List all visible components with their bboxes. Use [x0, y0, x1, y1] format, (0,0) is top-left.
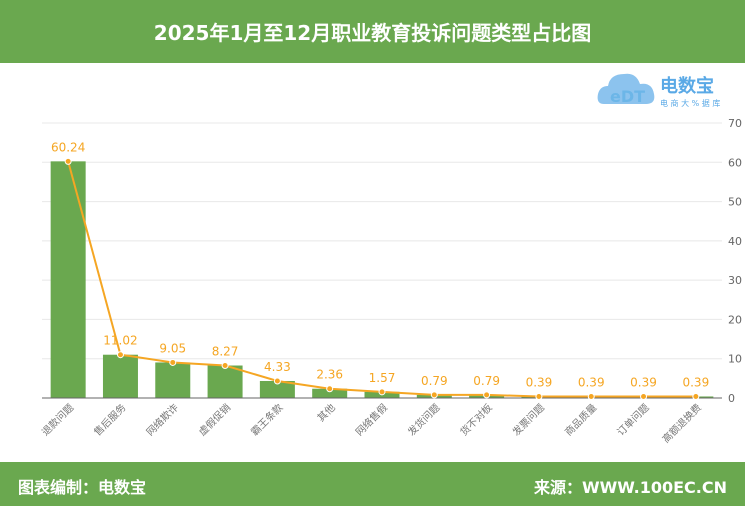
- footer: 图表编制：电数宝 来源：WWW.100EC.CN: [0, 462, 745, 506]
- cloud-logo-icon: eDT 电数宝 电 商 大 % 据 库: [597, 73, 720, 108]
- y-tick-label: 20: [728, 313, 742, 326]
- svg-text:电 商 大 % 据 库: 电 商 大 % 据 库: [660, 98, 720, 108]
- footer-credit: 图表编制：电数宝: [18, 478, 147, 497]
- svg-text:电数宝: 电数宝: [660, 75, 714, 97]
- line-point: [273, 377, 281, 385]
- line-series: [67, 161, 696, 398]
- line-point: [169, 358, 177, 366]
- x-tick-label: 售后服务: [91, 401, 128, 438]
- line-point: [692, 392, 700, 400]
- y-tick-label: 40: [728, 235, 742, 248]
- line-point: [64, 157, 72, 165]
- line-point: [221, 362, 229, 370]
- bar: [155, 362, 191, 398]
- x-tick-label: 发货问题: [405, 401, 442, 438]
- data-label: 0.39: [526, 375, 553, 389]
- logo: eDT 电数宝 电 商 大 % 据 库: [596, 66, 736, 110]
- data-label: 11.02: [103, 334, 137, 348]
- bar: [207, 365, 243, 398]
- x-tick-label: 发票问题: [510, 401, 547, 438]
- line-point: [430, 391, 438, 399]
- y-tick-label: 50: [728, 196, 742, 209]
- data-label: 8.27: [212, 345, 239, 359]
- line-point: [587, 392, 595, 400]
- data-label: 0.79: [473, 374, 500, 388]
- line-point: [483, 391, 491, 399]
- x-tick-label: 网络欺诈: [143, 401, 180, 438]
- data-label: 60.24: [51, 140, 85, 154]
- y-tick-label: 10: [728, 353, 742, 366]
- x-tick-label: 订单问题: [614, 401, 651, 438]
- y-tick-label: 70: [728, 117, 742, 130]
- x-tick-label: 货不对板: [457, 401, 494, 438]
- bar: [102, 354, 138, 398]
- data-label: 0.39: [682, 375, 709, 389]
- footer-source: 来源：WWW.100EC.CN: [533, 478, 727, 497]
- chart-title: 2025年1月至12月职业教育投诉问题类型占比图: [0, 0, 745, 63]
- line-point: [640, 392, 648, 400]
- y-tick-label: 60: [728, 156, 742, 169]
- x-tick-label: 高额退换费: [659, 401, 704, 446]
- data-label: 4.33: [264, 360, 291, 374]
- data-label: 2.36: [316, 368, 343, 382]
- data-label: 9.05: [159, 341, 186, 355]
- y-tick-label: 30: [728, 274, 742, 287]
- data-label: 0.39: [630, 375, 657, 389]
- line-point: [535, 392, 543, 400]
- x-tick-label: 霸王条款: [248, 401, 285, 438]
- bar: [312, 388, 348, 398]
- x-tick-label: 网络售假: [353, 401, 390, 438]
- line-point: [116, 351, 124, 359]
- line-point: [378, 388, 386, 396]
- data-label: 0.79: [421, 374, 448, 388]
- data-label: 1.57: [369, 371, 396, 385]
- x-tick-label: 退款问题: [39, 401, 76, 438]
- x-tick-label: 商品质量: [562, 401, 599, 438]
- y-tick-label: 0: [728, 392, 735, 405]
- x-tick-label: 虚假促销: [196, 401, 233, 438]
- x-tick-label: 其他: [314, 401, 337, 424]
- data-label: 0.39: [578, 375, 605, 389]
- svg-text:eDT: eDT: [610, 87, 645, 106]
- bar: [50, 161, 86, 398]
- line-point: [326, 385, 334, 393]
- bar: [259, 380, 295, 398]
